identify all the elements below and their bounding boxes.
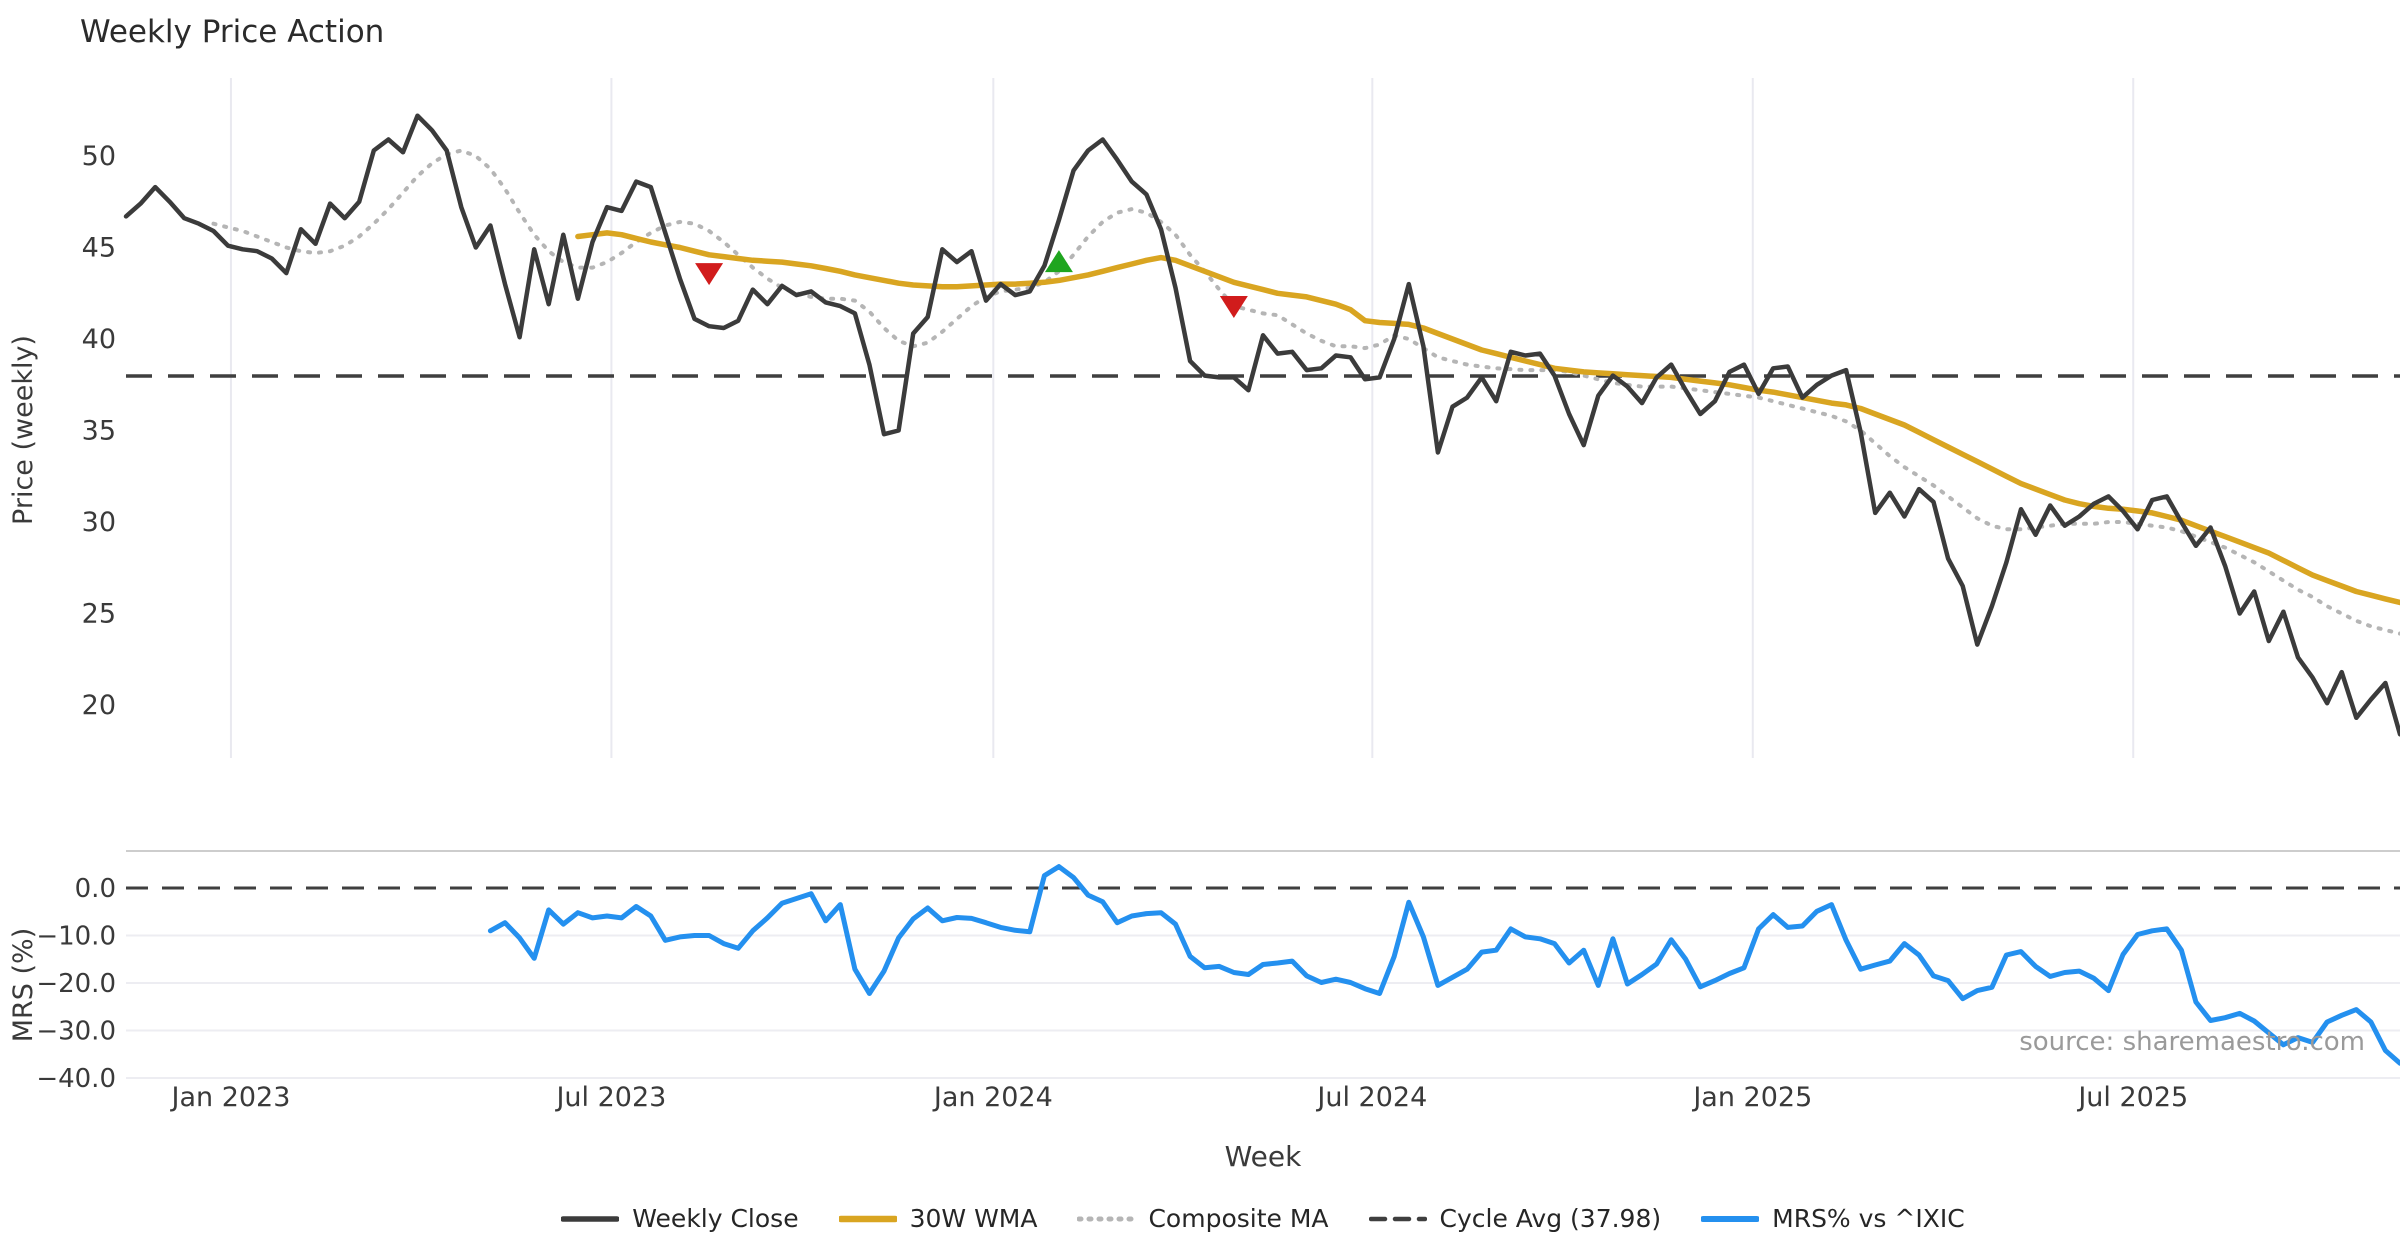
price-tick-label: 25: [82, 599, 116, 630]
wma-line-icon: [838, 1215, 897, 1222]
price-tick-label: 20: [82, 690, 116, 721]
mrs-line: [487, 864, 2400, 1066]
legend-label: Composite MA: [1148, 1204, 1329, 1233]
mrs-tick-label: −10.0: [36, 922, 116, 952]
price-tick-label: 50: [82, 141, 116, 172]
date-tick-label: Jul 2025: [2076, 1082, 2188, 1113]
mrs-tick-label: −20.0: [36, 969, 116, 999]
date-tick-label: Jan 2025: [1691, 1082, 1812, 1113]
date-tick-label: Jan 2023: [169, 1082, 290, 1113]
date-tick-label: Jan 2024: [932, 1082, 1053, 1113]
week-axis-label: Week: [1225, 1140, 1302, 1173]
date-tick-label: Jul 2024: [1315, 1082, 1427, 1113]
composite-ma-line: [211, 148, 2400, 636]
wma-30w-line: [575, 230, 2400, 606]
mrs-tick-label: −30.0: [36, 1017, 116, 1047]
legend-item-mrs: MRS% vs ^IXIC: [1701, 1204, 1965, 1233]
buy-marker-icon: [1044, 250, 1073, 273]
sell-marker-icon: [1219, 296, 1248, 319]
signal-markers-group: [695, 250, 1248, 319]
legend-item-30w-wma: 30W WMA: [838, 1204, 1038, 1233]
legend-label: 30W WMA: [909, 1204, 1038, 1233]
date-tick-label: Jul 2023: [554, 1082, 666, 1113]
tick-labels-group: 50 45 40 35 30 25 20 0.0 −10.0 −20.0 −30.0 −40.0 Jan…: [36, 141, 2188, 1113]
mrs-axis-label: MRS (%): [8, 928, 39, 1043]
mrs-tick-label: 0.0: [75, 874, 116, 904]
price-axis-label: Price (weekly): [8, 335, 39, 525]
main-series-group: [123, 113, 2400, 737]
legend-label: MRS% vs ^IXIC: [1772, 1204, 1965, 1233]
price-tick-label: 45: [82, 233, 116, 264]
mrs-line-icon: [1701, 1215, 1760, 1222]
main-grid: [229, 78, 2135, 758]
legend-item-weekly-close: Weekly Close: [561, 1204, 799, 1233]
legend-item-cycle-avg: Cycle Avg (37.98): [1368, 1204, 1662, 1233]
mrs-tick-label: −40.0: [36, 1064, 116, 1094]
legend-label: Cycle Avg (37.98): [1439, 1204, 1662, 1233]
legend-item-composite-ma: Composite MA: [1077, 1204, 1329, 1233]
legend-label: Weekly Close: [632, 1204, 799, 1233]
mrs-series-group: [126, 864, 2400, 1066]
price-tick-label: 35: [82, 416, 116, 447]
weekly-close-line-icon: [561, 1215, 620, 1222]
cycle-avg-dashed-line-icon: [1368, 1216, 1427, 1221]
legend: Weekly Close 30W WMA Composite MA Cycle …: [126, 1204, 2400, 1233]
composite-ma-dotted-line-icon: [1077, 1216, 1136, 1221]
price-tick-label: 40: [82, 324, 116, 355]
weekly-close-line: [123, 113, 2400, 737]
sell-marker-icon: [695, 263, 724, 286]
source-credit: source: sharemaestro.com: [2019, 1027, 2365, 1057]
price-tick-label: 30: [82, 507, 116, 538]
mrs-grid: [126, 850, 2400, 1079]
chart-title: Weekly Price Action: [80, 14, 384, 50]
